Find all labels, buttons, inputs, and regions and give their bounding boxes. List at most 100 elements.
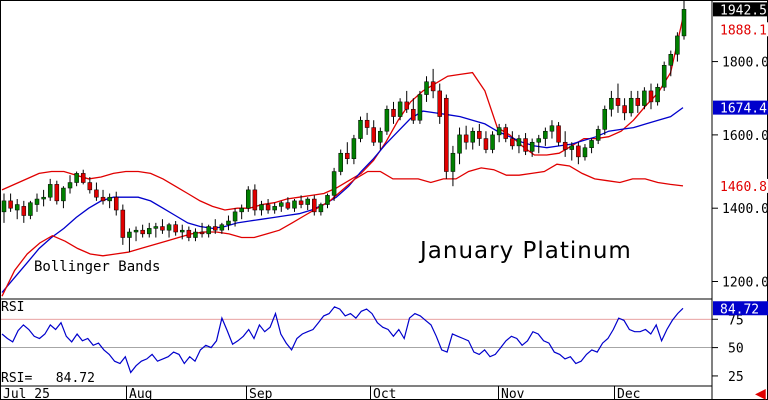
candle-down [113,196,119,211]
candle-down [186,229,192,238]
candle-down [285,202,291,209]
candle-up [206,226,211,235]
candle-up [331,171,337,196]
candle-up [74,173,79,183]
candle-down [213,226,218,231]
candle-up [272,206,277,211]
candle-up [595,129,601,141]
candle-down [576,145,581,158]
value-tag-box [713,178,768,193]
candle-down [364,119,370,128]
time-tick-label: Jul 25 [3,387,50,400]
indicator-label: Bollinger Bands [34,259,160,275]
candle-down [430,81,436,92]
rsi-tick-label: 75 [728,313,744,328]
candle-up [133,229,139,233]
candle-up [543,130,548,139]
candle-up [655,86,660,103]
candle-up [569,145,575,150]
candle-down [312,198,317,213]
candle-up [358,119,363,139]
candle-up [549,125,555,132]
price-tick-label: 1600.0 [722,129,768,144]
candle-down [252,189,258,211]
rsi-panel-label: RSI [1,300,24,315]
candle-up [325,195,330,205]
candle-down [437,90,442,117]
candle-down [391,108,396,117]
time-tick-label: Oct [373,387,396,400]
candle-up [107,196,112,202]
candle-up [61,187,66,202]
candle-down [140,229,145,235]
candle-up [496,127,502,136]
candle-up [675,35,680,55]
candle-down [556,125,561,143]
candle-up [127,231,132,238]
time-tick-label: Aug [129,387,152,400]
candle-up [589,140,594,148]
candle-up [582,147,588,158]
candle-down [94,189,99,198]
candle-down [477,130,482,139]
candle-up [246,189,251,209]
candle-up [417,94,423,121]
candle-up [226,220,231,225]
value-tag-label: 1888.1 [720,23,767,38]
time-tick-label: Nov [501,387,525,400]
candle-up [146,228,152,235]
price-tick-label: 1400.0 [722,202,768,217]
candle-up [279,202,284,207]
bollinger-upper-band [1,17,684,211]
value-tag-label: 1674.4 [720,102,767,117]
candle-down [463,134,469,143]
candle-down [615,97,621,106]
value-tag-box [713,22,768,37]
candle-up [239,207,244,213]
candle-down [265,204,271,211]
candle-down [100,196,106,202]
candle-up [384,108,390,132]
candle-down [510,138,515,147]
candle-down [21,206,27,216]
candle-down [80,173,86,183]
candle-down [648,90,654,103]
candle-up [450,152,456,172]
rsi-tick-label: 50 [728,342,744,357]
candlesticks-layer [1,0,687,253]
candle-down [523,138,528,152]
candle-down [160,226,165,231]
rsi-tick-label: 25 [728,370,744,385]
candle-up [166,224,172,231]
value-tag-box [713,2,768,17]
candle-up [457,134,462,154]
axis-labels-layer: 1800.0 1600.0 1400.0 1200.0 1942.5 1888.1 1674… [3,2,768,400]
price-tick-label: 1800.0 [722,56,768,71]
candle-up [628,97,634,114]
candle-up [470,130,475,143]
candle-down [8,200,13,209]
candle-down [54,184,60,202]
candle-up [536,138,542,143]
candle-down [87,182,93,191]
candle-down [562,141,568,150]
candle-down [298,200,304,205]
candle-up [642,90,647,106]
candle-up [219,224,225,231]
rsi-line [1,306,684,374]
candle-up [609,97,614,110]
candle-down [371,127,376,143]
scroll-right-arrow-icon[interactable]: ◀ [755,386,766,400]
candle-down [444,97,449,172]
chart-title: January Platinum [418,238,632,264]
candle-up [668,53,674,66]
candle-up [193,231,198,238]
rsi-value-tag-box [713,301,768,316]
candle-down [483,138,489,150]
candle-up [14,204,20,211]
rsi-value-tag-label: 84.72 [720,302,759,317]
candle-up [1,200,7,213]
candle-up [529,141,535,152]
value-tag-box [713,100,768,115]
